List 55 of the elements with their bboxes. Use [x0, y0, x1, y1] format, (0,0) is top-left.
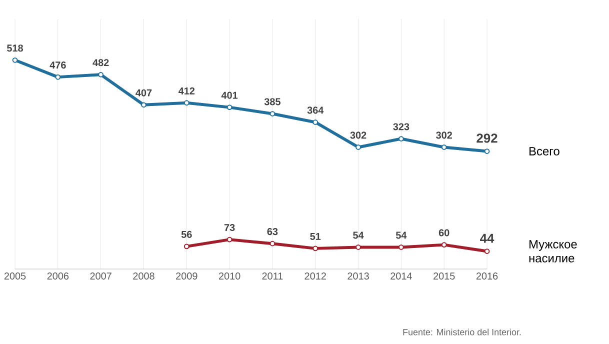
- data-label: 292: [476, 134, 498, 143]
- x-tick-label: 2016: [476, 272, 498, 280]
- point: [356, 244, 361, 250]
- text: Всего: [530, 147, 560, 156]
- point: [184, 244, 190, 250]
- point: [312, 120, 318, 125]
- point: [55, 74, 61, 80]
- text: Мужское насилие: [529, 240, 577, 262]
- x-tick-label: 2011: [262, 272, 283, 280]
- data-label: 302: [436, 132, 452, 139]
- point: [356, 144, 361, 150]
- x-tick-label: 2012: [304, 272, 326, 280]
- data-label: 60: [438, 229, 450, 236]
- point: [270, 111, 276, 116]
- data-label: 476: [50, 62, 66, 69]
- point: [398, 136, 404, 142]
- point: [312, 246, 318, 252]
- x-tick-label: 2014: [390, 272, 412, 280]
- data-label: 302: [350, 132, 366, 139]
- source-note: Fuente: Ministerio del Interior.: [403, 328, 521, 336]
- point: [184, 100, 190, 106]
- point: [484, 248, 490, 254]
- data-label: 364: [307, 106, 324, 114]
- data-label: 407: [136, 89, 152, 96]
- data-label: 385: [264, 98, 280, 106]
- x-tick-label: 2006: [47, 272, 69, 280]
- data-label: 401: [221, 92, 238, 99]
- point: [441, 242, 447, 248]
- data-label: 56: [181, 230, 192, 238]
- point: [98, 72, 104, 78]
- point: [226, 236, 232, 242]
- point: [141, 102, 146, 108]
- data-label: 323: [393, 123, 410, 130]
- data-label: 54: [396, 232, 407, 239]
- point: [398, 244, 404, 250]
- data-label: 63: [267, 228, 278, 236]
- point: [441, 144, 447, 150]
- point: [12, 57, 18, 63]
- data-label: 518: [7, 44, 23, 52]
- x-tick-label: 2008: [133, 272, 154, 280]
- x-tick-label: 2009: [176, 272, 198, 280]
- point: [484, 148, 490, 154]
- x-tick-label: 2013: [348, 272, 369, 280]
- x-tick-label: 2010: [218, 272, 240, 280]
- data-label: 44: [480, 234, 494, 243]
- data-label: 54: [353, 232, 364, 239]
- point: [226, 104, 232, 110]
- x-tick-label: 2007: [90, 272, 112, 280]
- point: [270, 240, 276, 246]
- data-label: 482: [92, 59, 109, 66]
- data-label: 412: [178, 87, 195, 94]
- x-tick-label: 2015: [434, 272, 455, 280]
- data-label: 51: [310, 232, 321, 240]
- data-label: 73: [224, 224, 235, 232]
- x-tick-label: 2005: [4, 272, 26, 280]
